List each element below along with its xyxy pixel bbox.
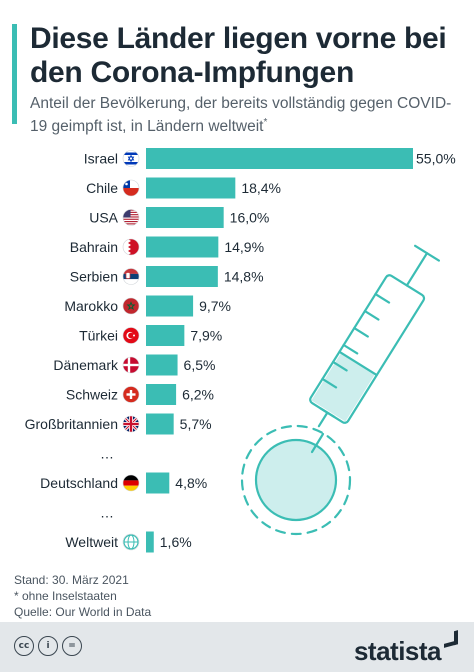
category-label: Chile — [86, 180, 118, 196]
value-label: 7,9% — [190, 328, 222, 344]
bar — [146, 384, 177, 405]
category-label: Serbien — [70, 269, 118, 285]
license-icons: cc i = — [14, 636, 82, 656]
value-label: 14,8% — [224, 269, 264, 285]
category-label: Türkei — [79, 328, 118, 344]
value-label: 16,0% — [230, 210, 270, 226]
bar — [146, 531, 154, 553]
virus-circle — [254, 438, 338, 522]
syringe-illustration — [240, 244, 440, 536]
category-label: Israel — [84, 151, 118, 167]
bar — [146, 325, 185, 346]
footer-notes: Stand: 30. März 2021 * ohne Inselstaaten… — [14, 572, 151, 620]
value-label: 55,0% — [416, 151, 456, 167]
brand-text: statista — [353, 636, 442, 666]
subtitle-text: Anteil der Bevölkerung, der bereits voll… — [30, 95, 452, 136]
bar-chart: Israel 55,0% Chile 18,4% USA 16,0% Bahrain 14,9… — [25, 148, 456, 553]
value-label: 1,6% — [160, 534, 192, 550]
denmark-flag-icon — [122, 356, 140, 374]
category-label: Dänemark — [53, 357, 119, 373]
source-note: Quelle: Our World in Data — [14, 605, 152, 619]
israel-flag-icon — [122, 150, 140, 167]
category-label: USA — [89, 210, 118, 226]
category-label: Marokko — [64, 298, 118, 314]
category-label: Weltweit — [65, 534, 118, 550]
bar — [146, 207, 224, 228]
category-label: … — [100, 505, 114, 521]
value-label: 4,8% — [175, 475, 207, 491]
value-label: 9,7% — [199, 298, 231, 314]
chile-flag-icon — [122, 179, 140, 197]
footnote: * ohne Inselstaaten — [14, 589, 117, 603]
category-label: Großbritannien — [25, 416, 118, 432]
chart-title: Diese Länder liegen vorne bei den Corona… — [30, 22, 447, 89]
bar — [146, 413, 174, 435]
chart-subtitle: Anteil der Bevölkerung, der bereits voll… — [30, 94, 460, 136]
cc-by-icon[interactable]: i — [38, 636, 58, 656]
globe-icon — [122, 533, 140, 551]
brand-mark-icon — [444, 630, 458, 648]
category-label: Bahrain — [70, 239, 118, 255]
value-label: 6,5% — [184, 357, 216, 373]
bar — [146, 354, 178, 376]
turkey-flag-icon — [122, 327, 140, 344]
value-label: 14,9% — [224, 239, 264, 255]
usa-flag-icon — [122, 209, 140, 226]
value-label: 18,4% — [241, 180, 281, 196]
category-label: Schweiz — [66, 387, 118, 403]
category-label: … — [100, 446, 114, 462]
title-accent-bar — [12, 24, 17, 124]
bar — [146, 295, 194, 317]
virus-dashed-ring — [240, 424, 352, 536]
bar — [146, 177, 236, 199]
morocco-flag-icon — [122, 297, 140, 315]
germany-flag-icon — [122, 474, 140, 492]
category-label: Deutschland — [40, 475, 118, 491]
bar — [146, 472, 170, 494]
uk-flag-icon — [122, 415, 140, 433]
bar — [146, 266, 218, 287]
value-label: 6,2% — [182, 387, 214, 403]
bar — [146, 236, 219, 258]
switzerland-flag-icon — [122, 386, 140, 403]
cc-license-icon[interactable]: cc — [14, 636, 34, 656]
value-label: 5,7% — [180, 416, 212, 432]
subtitle-footnote-mark: * — [263, 117, 268, 128]
date-note: Stand: 30. März 2021 — [14, 573, 129, 587]
serbia-flag-icon — [122, 268, 140, 285]
cc-nd-icon[interactable]: = — [62, 636, 82, 656]
bar — [146, 148, 413, 169]
statista-logo[interactable]: statista — [353, 630, 458, 667]
bahrain-flag-icon — [122, 238, 140, 256]
